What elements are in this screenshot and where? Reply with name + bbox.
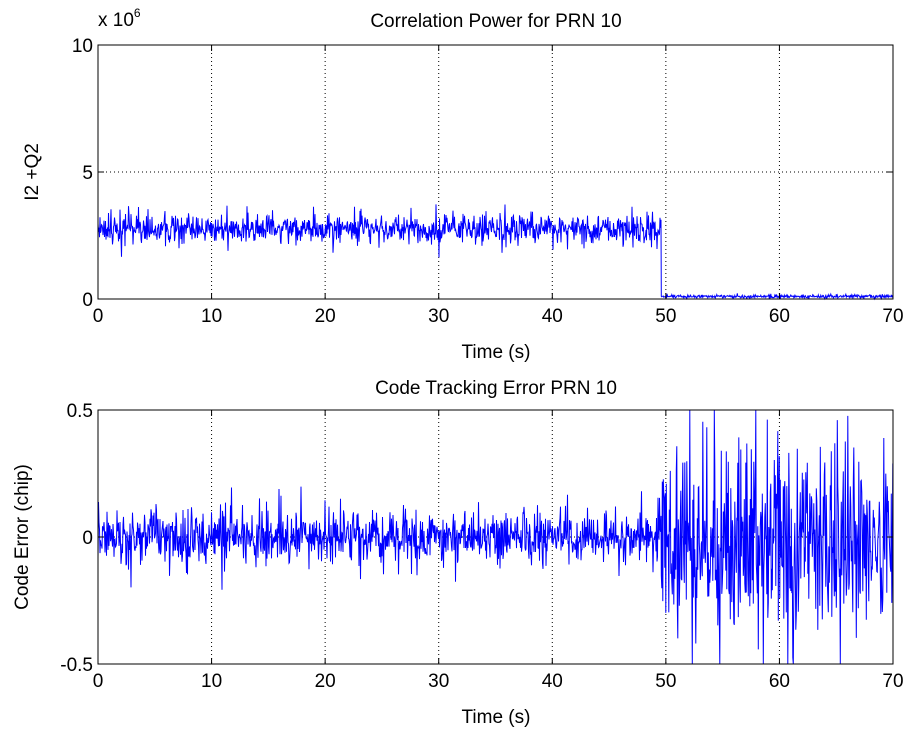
- series-line: [97, 204, 894, 301]
- grid: [98, 45, 893, 299]
- grid: [98, 410, 893, 664]
- y-tick-label: 5: [82, 163, 93, 184]
- x-tick-label: 20: [315, 306, 336, 327]
- x-tick-label: 20: [315, 671, 336, 692]
- correlation-power-chart: Correlation Power for PRN 10 x 106 0 10 20…: [22, 6, 904, 363]
- x-ticks: 0 10 20 30 40 50 60 70: [93, 410, 904, 692]
- exponent-label: x 106: [98, 6, 141, 31]
- x-tick-label: 0: [93, 306, 104, 327]
- plot-area: [98, 45, 893, 299]
- x-tick-label: 50: [655, 671, 676, 692]
- data-series: [97, 409, 894, 665]
- y-ticks: -0.5 0 0.5: [60, 401, 893, 676]
- y-tick-label: 0.5: [67, 401, 93, 422]
- x-ticks: 0 10 20 30 40 50 60 70: [93, 45, 904, 327]
- chart-title: Code Tracking Error PRN 10: [375, 378, 617, 399]
- series-line: [97, 409, 894, 665]
- data-series: [97, 204, 894, 301]
- x-tick-label: 0: [93, 671, 104, 692]
- y-tick-label: 10: [72, 36, 93, 57]
- x-axis-label: Time (s): [462, 707, 531, 728]
- x-tick-label: 60: [769, 671, 790, 692]
- x-tick-label: 10: [201, 306, 222, 327]
- x-tick-label: 70: [882, 671, 903, 692]
- code-tracking-error-chart: Code Tracking Error PRN 10 0 10 20 30 40 50 60…: [12, 378, 904, 728]
- y-axis-label: I2 +Q2: [22, 143, 43, 201]
- x-tick-label: 30: [428, 306, 449, 327]
- x-tick-label: 40: [542, 671, 563, 692]
- x-tick-label: 30: [428, 671, 449, 692]
- x-tick-label: 60: [769, 306, 790, 327]
- x-tick-label: 50: [655, 306, 676, 327]
- y-axis-label: Code Error (chip): [12, 464, 33, 610]
- x-axis-label: Time (s): [462, 342, 531, 363]
- x-tick-label: 40: [542, 306, 563, 327]
- y-tick-label: -0.5: [60, 655, 93, 676]
- y-ticks: 0 5 10: [72, 36, 893, 311]
- chart-title: Correlation Power for PRN 10: [370, 11, 621, 32]
- y-tick-label: 0: [82, 290, 93, 311]
- y-tick-label: 0: [82, 528, 93, 549]
- x-tick-label: 10: [201, 671, 222, 692]
- x-tick-label: 70: [882, 306, 903, 327]
